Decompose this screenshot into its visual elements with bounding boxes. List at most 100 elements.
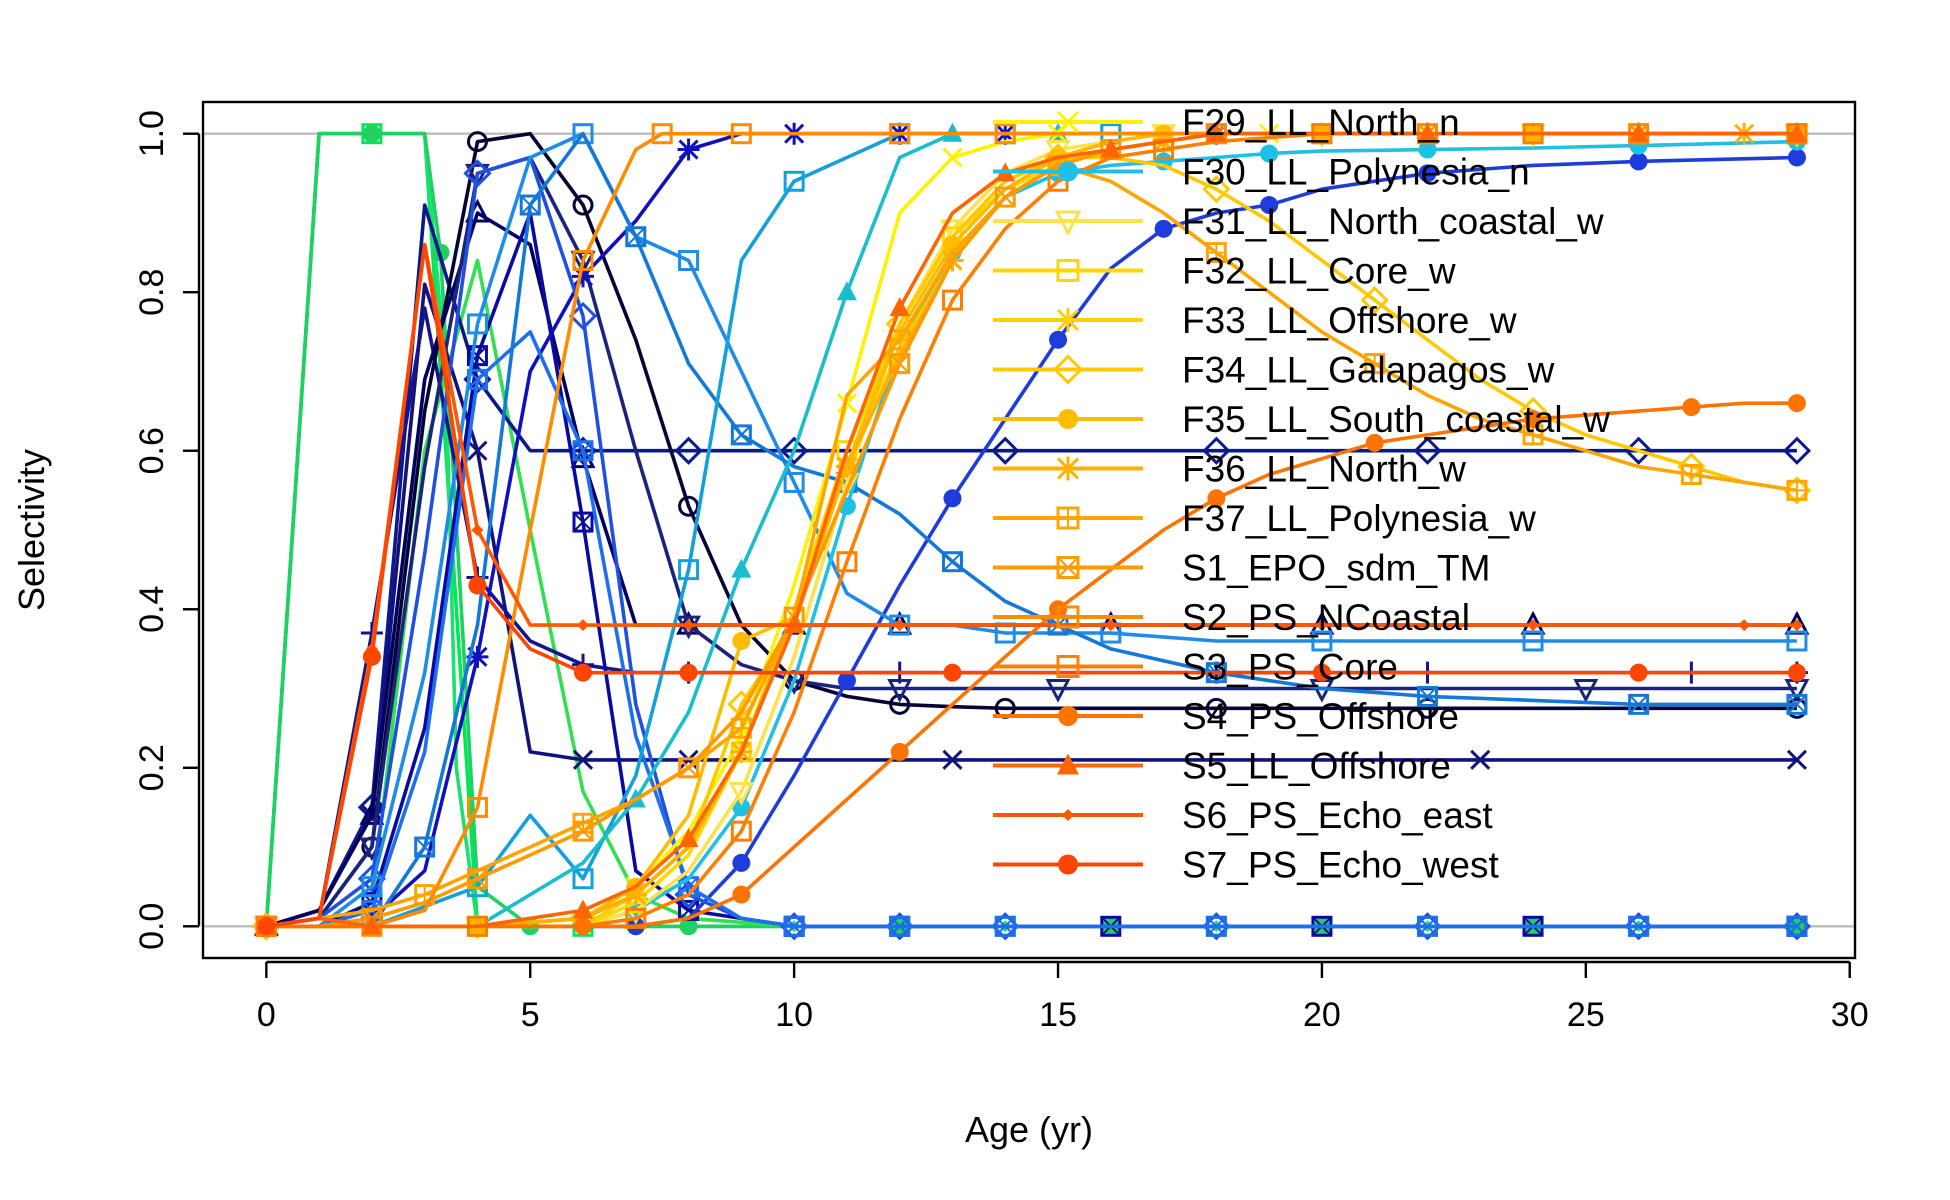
data-point	[1104, 619, 1117, 632]
data-point	[889, 353, 910, 374]
y-tick-label: 0.2	[133, 744, 171, 791]
series-line	[266, 131, 1797, 929]
legend-label: F31_LL_North_coastal_w	[1182, 201, 1604, 242]
series-line	[266, 330, 1797, 929]
data-point	[1057, 753, 1079, 775]
data-point	[466, 131, 488, 153]
data-point	[466, 868, 488, 890]
y-tick-label: 0.4	[133, 586, 171, 633]
data-point	[1360, 286, 1389, 315]
legend-label: F37_LL_Polynesia_w	[1182, 498, 1536, 539]
y-axis: 0.0 0.2 0.4 0.6 0.8 1.0	[133, 110, 201, 950]
y-tick-label: 0.8	[133, 269, 171, 316]
data-point	[889, 123, 911, 145]
data-point	[1062, 809, 1074, 821]
data-point	[783, 471, 805, 493]
data-point	[624, 883, 647, 906]
data-point	[730, 123, 752, 145]
data-point	[836, 551, 858, 573]
data-point	[519, 194, 541, 216]
data-point	[1628, 915, 1650, 937]
data-point	[1628, 693, 1650, 715]
series-line	[266, 131, 1797, 929]
legend-label: F30_LL_Polynesia_n	[1182, 152, 1530, 193]
data-point	[361, 876, 383, 898]
series-line	[266, 155, 1797, 929]
legend-label: S4_PS_Offshore	[1182, 696, 1459, 737]
data-point	[732, 719, 751, 738]
legend-item: S6_PS_Echo_east	[993, 795, 1493, 836]
series-line	[266, 139, 1797, 929]
legend-item: S4_PS_Offshore	[993, 696, 1459, 737]
data-point	[1682, 465, 1701, 484]
data-point	[1056, 259, 1080, 282]
data-point	[678, 828, 699, 848]
x-tick-label: 25	[1567, 996, 1605, 1034]
data-point	[1786, 630, 1808, 652]
data-point	[1787, 663, 1806, 682]
data-point	[836, 393, 857, 414]
series-line	[266, 131, 1797, 929]
data-point	[466, 313, 488, 335]
series-line	[266, 155, 1797, 929]
data-point	[626, 227, 646, 247]
series-line	[266, 131, 1797, 929]
data-point	[1057, 556, 1079, 579]
data-point	[1260, 144, 1279, 163]
series-line	[266, 131, 1797, 929]
data-point	[1049, 330, 1068, 349]
data-point	[572, 194, 594, 216]
legend-item: F30_LL_Polynesia_n	[993, 152, 1530, 193]
series-s7-ps-echo-west	[257, 242, 1806, 936]
series-line	[266, 131, 1797, 929]
data-point	[362, 124, 381, 143]
data-point	[1312, 663, 1331, 682]
legend-item: S2_PS_NCoastal	[993, 597, 1470, 638]
y-tick-label: 0.6	[133, 427, 171, 474]
data-point	[572, 749, 594, 770]
data-point	[570, 444, 596, 469]
data-point	[890, 742, 909, 761]
data-point	[1058, 508, 1078, 528]
data-point	[731, 558, 752, 578]
data-point	[1311, 630, 1333, 652]
data-point	[1207, 489, 1226, 508]
data-point	[678, 495, 700, 517]
data-point	[1418, 140, 1437, 159]
legend-label: S5_LL_Offshore	[1182, 746, 1451, 787]
legend-item: F33_LL_Offshore_w	[993, 300, 1517, 341]
data-point	[889, 353, 911, 375]
data-point	[1417, 122, 1438, 142]
data-point	[887, 679, 913, 703]
data-point	[893, 619, 906, 632]
data-point	[890, 330, 909, 349]
data-point	[1417, 686, 1438, 707]
series-line	[264, 131, 1797, 929]
series-line	[266, 131, 1797, 929]
data-point	[995, 187, 1015, 207]
data-point	[678, 250, 700, 272]
data-point	[943, 663, 962, 682]
x-tick-label: 20	[1303, 996, 1341, 1034]
series-unlabeled-19	[266, 258, 1797, 929]
data-point	[362, 647, 381, 666]
data-point	[1054, 210, 1082, 237]
data-point	[678, 758, 699, 778]
data-point	[1782, 436, 1812, 465]
data-point	[574, 663, 593, 682]
data-point	[837, 671, 856, 690]
data-point	[1154, 219, 1173, 238]
data-point	[574, 917, 593, 936]
data-point	[573, 441, 593, 461]
legend-item: F34_LL_Galapagos_w	[993, 350, 1555, 391]
data-point	[942, 147, 963, 168]
data-point	[783, 915, 805, 937]
legend-label: F35_LL_South_coastal_w	[1182, 399, 1610, 440]
data-point	[1205, 915, 1227, 937]
data-point	[573, 899, 594, 919]
data-point	[836, 281, 857, 301]
series-line	[266, 242, 1797, 929]
series-line	[266, 131, 1797, 929]
data-point	[1058, 854, 1078, 875]
